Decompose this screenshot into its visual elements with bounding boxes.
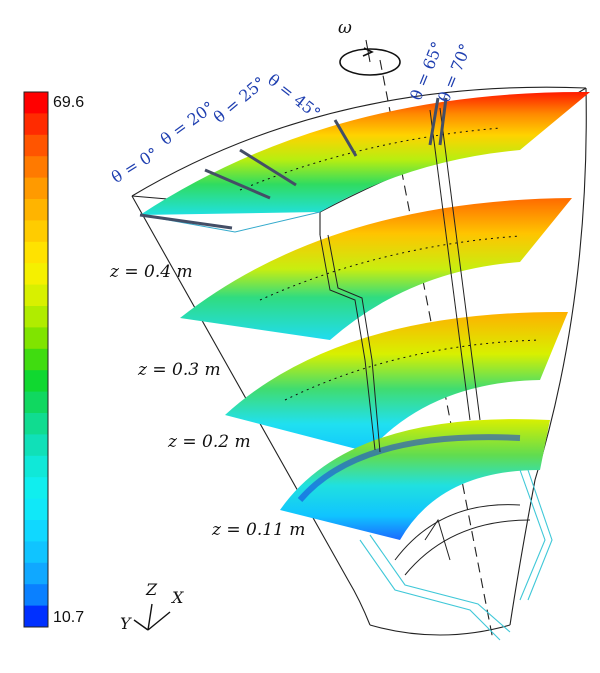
colorbar-min-label: 10.7	[53, 609, 85, 626]
axis-z-label: Z	[146, 580, 158, 599]
colorbar-swatch	[24, 520, 48, 542]
axis-triad	[133, 603, 171, 631]
colorbar-swatch	[24, 477, 48, 500]
rotation-indicator	[339, 39, 401, 76]
colorbar-swatch	[24, 391, 48, 414]
colorbar-swatch	[24, 327, 48, 350]
colorbar-swatch	[24, 177, 48, 200]
plane-z-0.2	[225, 311, 568, 452]
colorbar-frame	[23, 91, 49, 628]
colorbar-swatch	[24, 562, 48, 585]
colorbar-swatch	[24, 434, 48, 457]
colorbar-swatch	[24, 605, 48, 628]
bottom-hub	[359, 469, 553, 641]
colorbar-swatch	[24, 220, 48, 243]
colorbar-swatch	[24, 284, 48, 307]
colorbar-swatch	[24, 156, 48, 179]
plane-label-0.4: z = 0.4 m	[110, 262, 193, 282]
colorbar	[23, 91, 49, 628]
rotation-label: ω	[338, 18, 352, 38]
colorbar-swatch	[24, 199, 48, 221]
plane-label-0.3: z = 0.3 m	[138, 360, 221, 380]
colorbar-swatch	[24, 584, 48, 607]
angle-lines	[139, 97, 448, 230]
axis-x-label: X	[172, 588, 184, 607]
colorbar-swatch	[24, 134, 48, 157]
plane-label-0.2: z = 0.2 m	[168, 432, 251, 452]
colorbar-swatch	[24, 498, 48, 521]
axis-y-label: Y	[120, 614, 131, 633]
colorbar-max-label: 69.6	[53, 94, 85, 111]
plane-label-0.11: z = 0.11 m	[212, 520, 306, 540]
colorbar-swatch	[24, 413, 48, 435]
colorbar-swatch	[24, 92, 48, 114]
colorbar-swatch	[24, 241, 48, 264]
colorbar-swatch	[24, 455, 48, 478]
colorbar-swatch	[24, 113, 48, 136]
colorbar-swatch	[24, 263, 48, 286]
colorbar-swatch	[24, 370, 48, 393]
plane-z-0.3	[180, 198, 572, 340]
colorbar-swatch	[24, 306, 48, 328]
colorbar-swatch	[24, 348, 48, 371]
colorbar-swatch	[24, 541, 48, 564]
plane-z-0.11	[280, 419, 550, 540]
blade-structures	[319, 107, 531, 576]
